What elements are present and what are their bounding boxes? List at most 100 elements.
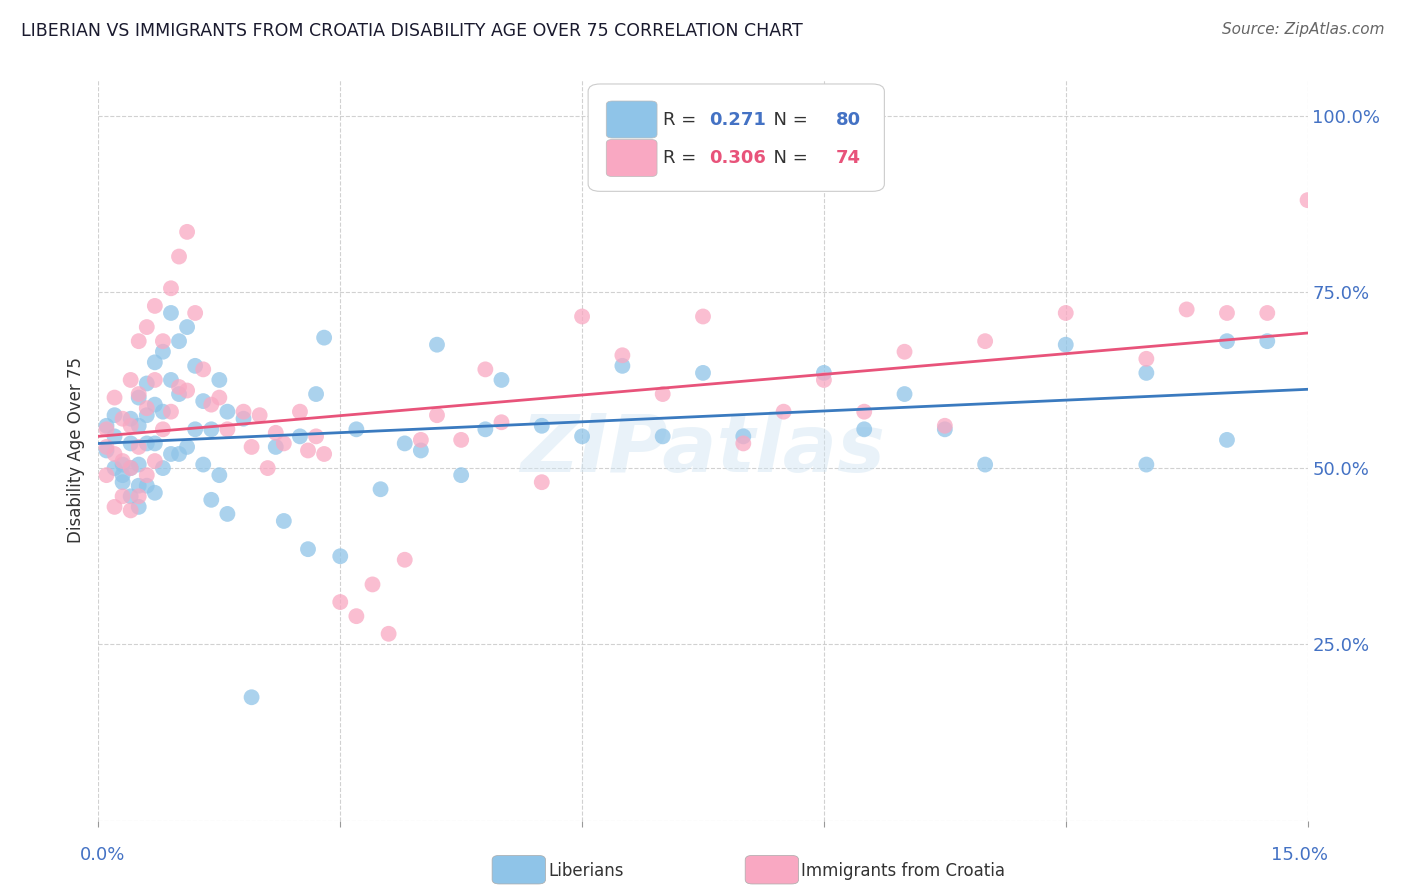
Point [135,408,157,422]
Point [160,306,183,320]
Point [111,475,134,490]
Point [394,436,416,450]
Point [128,489,150,503]
Point [426,337,449,351]
Point [217,507,239,521]
Point [135,320,157,334]
Point [128,391,150,405]
Point [409,433,432,447]
Point [160,373,183,387]
Point [409,443,432,458]
FancyBboxPatch shape [588,84,884,191]
Point [143,373,166,387]
Text: 80: 80 [837,111,860,128]
Point [120,461,142,475]
Point [103,408,125,422]
Point [314,331,336,345]
Y-axis label: Disability Age Over 75: Disability Age Over 75 [66,358,84,543]
Point [329,595,352,609]
Point [240,440,263,454]
Point [184,422,207,436]
Point [813,373,835,387]
FancyBboxPatch shape [606,101,657,138]
Point [491,373,513,387]
Point [733,436,755,450]
Point [1216,334,1239,348]
Point [184,306,207,320]
Point [264,425,287,440]
Point [394,553,416,567]
Point [143,398,166,412]
Point [772,405,794,419]
Text: R =: R = [664,111,702,128]
Point [208,391,231,405]
Point [934,418,956,433]
Point [232,411,254,425]
Point [217,422,239,436]
Point [96,422,118,436]
Point [160,405,183,419]
Point [120,503,142,517]
Point [571,310,593,324]
Point [128,418,150,433]
Point [530,418,553,433]
Point [111,468,134,483]
Point [893,344,915,359]
Point [152,405,174,419]
Point [240,690,263,705]
Text: N =: N = [762,149,814,167]
Point [111,454,134,468]
Point [692,366,714,380]
Point [1054,337,1077,351]
Point [813,366,835,380]
Text: Immigrants from Croatia: Immigrants from Croatia [801,862,1005,880]
Text: R =: R = [664,149,702,167]
Text: N =: N = [762,111,814,128]
Point [167,447,190,461]
Point [143,355,166,369]
Point [491,415,513,429]
Point [288,429,311,443]
Point [208,373,231,387]
Point [612,359,634,373]
Point [1054,306,1077,320]
Point [143,436,166,450]
Point [135,401,157,416]
Point [370,482,392,496]
Point [111,411,134,425]
Point [128,458,150,472]
Point [193,394,215,409]
Point [1216,433,1239,447]
Point [135,376,157,391]
Point [120,418,142,433]
Point [344,609,367,624]
Point [167,334,190,348]
Point [152,334,174,348]
Point [143,454,166,468]
Point [176,440,198,454]
Point [167,250,190,264]
Point [176,225,198,239]
Point [249,408,271,422]
Point [143,299,166,313]
Point [1256,306,1278,320]
Point [208,468,231,483]
Point [288,405,311,419]
Point [264,440,287,454]
Point [103,447,125,461]
Point [1135,366,1157,380]
Point [217,405,239,419]
Point [167,387,190,401]
Point [200,398,222,412]
Point [120,373,142,387]
Point [200,492,222,507]
Point [450,468,472,483]
Point [651,429,673,443]
Point [1135,351,1157,366]
Point [120,461,142,475]
Point [120,489,142,503]
Point [361,577,384,591]
Point [176,320,198,334]
Point [96,418,118,433]
Text: 74: 74 [837,149,860,167]
